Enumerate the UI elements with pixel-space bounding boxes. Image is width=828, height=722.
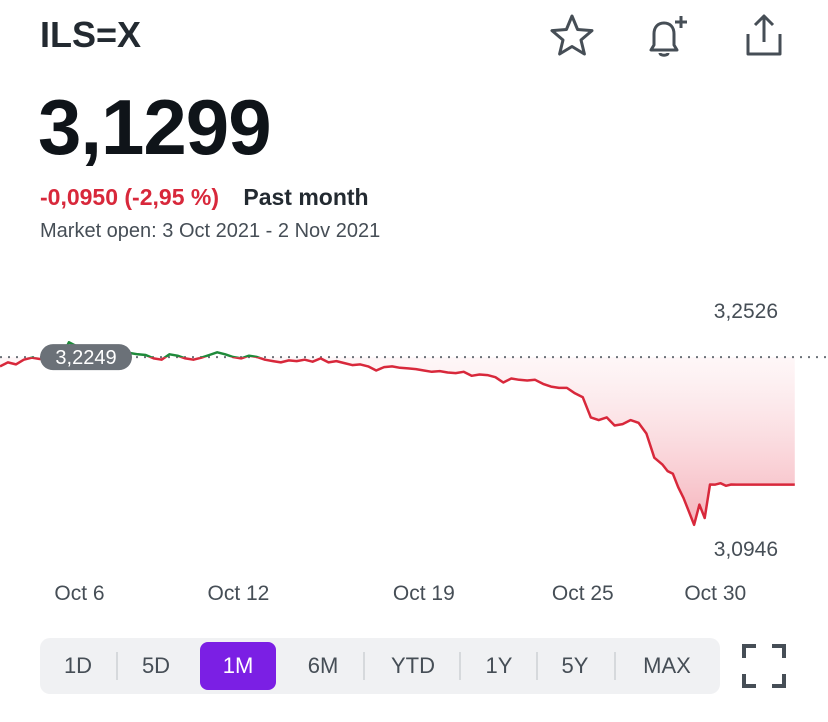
price-line-down [0, 357, 795, 527]
range-option-5d[interactable]: 5D [141, 653, 171, 678]
range-separator [536, 652, 538, 680]
range-selector: 1D 5D 1M 6M YTD 1Y 5Y MAX [40, 638, 720, 694]
period-label: Past month [243, 184, 369, 210]
low-label: 3,0946 [714, 538, 778, 561]
share-icon[interactable] [740, 12, 788, 60]
previous-close-label: 3,2249 [55, 347, 116, 369]
x-tick-label: Oct 6 [54, 582, 104, 605]
range-option-1m[interactable]: 1M [200, 642, 276, 690]
price-change: -0,0950 (-2,95 %) [40, 184, 219, 210]
x-tick-label: Oct 30 [684, 582, 746, 605]
x-axis: Oct 6 Oct 12 Oct 19 Oct 25 Oct 30 [54, 582, 746, 605]
range-option-5y[interactable]: 5Y [561, 653, 589, 678]
previous-close-badge: 3,2249 [40, 344, 132, 371]
range-separator [614, 652, 616, 680]
loss-area [0, 357, 795, 525]
ticker-symbol: ILS=X [40, 14, 142, 55]
range-option-1d[interactable]: 1D [63, 653, 93, 678]
range-option-max[interactable]: MAX [643, 653, 691, 678]
range-option-1y[interactable]: 1Y [485, 653, 513, 678]
range-option-6m[interactable]: 6M [307, 653, 339, 678]
change-row: -0,0950 (-2,95 %) Past month [40, 184, 369, 211]
market-status: Market open: 3 Oct 2021 - 2 Nov 2021 [40, 220, 381, 242]
price-chart[interactable]: 3,2249 3,2526 3,0946 Oct 6 Oct 12 Oct 19 Oc… [0, 280, 828, 620]
range-separator [116, 652, 118, 680]
bell-plus-icon[interactable] [642, 12, 690, 60]
fullscreen-icon[interactable] [740, 642, 788, 690]
x-tick-label: Oct 19 [393, 582, 455, 605]
star-icon[interactable] [548, 12, 596, 60]
range-separator [459, 652, 461, 680]
x-tick-label: Oct 25 [552, 582, 614, 605]
high-label: 3,2526 [714, 300, 778, 323]
range-option-ytd[interactable]: YTD [391, 653, 435, 678]
x-tick-label: Oct 12 [207, 582, 269, 605]
current-price: 3,1299 [38, 83, 272, 171]
range-separator [363, 652, 365, 680]
